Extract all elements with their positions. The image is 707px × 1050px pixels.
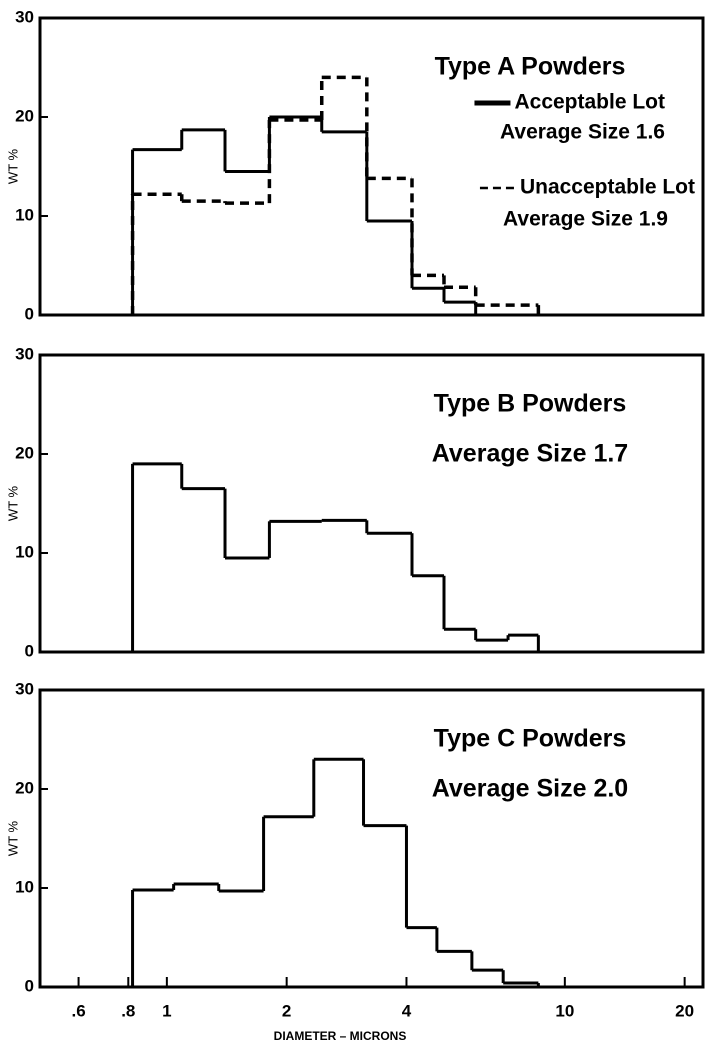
x-tick-label: 4 — [402, 1001, 412, 1020]
y-tick-label: 30 — [15, 344, 34, 363]
legend-label: Acceptable Lot — [514, 91, 665, 114]
y-tick-label: 20 — [15, 778, 34, 797]
y-tick-label: 0 — [25, 976, 34, 995]
y-tick-label: 20 — [15, 443, 34, 462]
panel-subtitle: Average Size 2.0 — [432, 775, 628, 803]
y-axis-label: WT % — [5, 148, 20, 184]
panel-title: Type C Powders — [434, 725, 627, 753]
y-tick-label: 30 — [15, 679, 34, 698]
legend-label: Unacceptable Lot — [520, 176, 695, 199]
x-tick-label: .6 — [71, 1001, 85, 1020]
panel-subtitle: Average Size 1.7 — [432, 440, 628, 468]
x-tick-label: 1 — [162, 1001, 171, 1020]
x-tick-label: 10 — [555, 1001, 574, 1020]
annotation: Average Size 1.9 — [503, 208, 668, 231]
x-tick-label: 2 — [282, 1001, 291, 1020]
y-tick-label: 20 — [15, 106, 34, 125]
x-tick-label: .8 — [121, 1001, 135, 1020]
panel-title: Type B Powders — [434, 390, 627, 418]
plot-frame — [38, 353, 705, 654]
annotation: Average Size 1.6 — [500, 121, 665, 144]
y-tick-label: 0 — [25, 641, 34, 660]
x-tick-label: 20 — [675, 1001, 694, 1020]
x-axis-label: DIAMETER – MICRONS — [274, 1029, 407, 1043]
y-axis-label: WT % — [5, 820, 20, 856]
panel-title: Type A Powders — [435, 53, 626, 81]
y-tick-label: 0 — [25, 304, 34, 323]
y-tick-label: 10 — [15, 877, 34, 896]
plot-frame — [38, 16, 705, 317]
y-tick-label: 10 — [15, 205, 34, 224]
y-axis-label: WT % — [5, 485, 20, 521]
plot-frame — [38, 688, 705, 989]
y-tick-label: 10 — [15, 542, 34, 561]
y-tick-label: 30 — [15, 7, 34, 26]
